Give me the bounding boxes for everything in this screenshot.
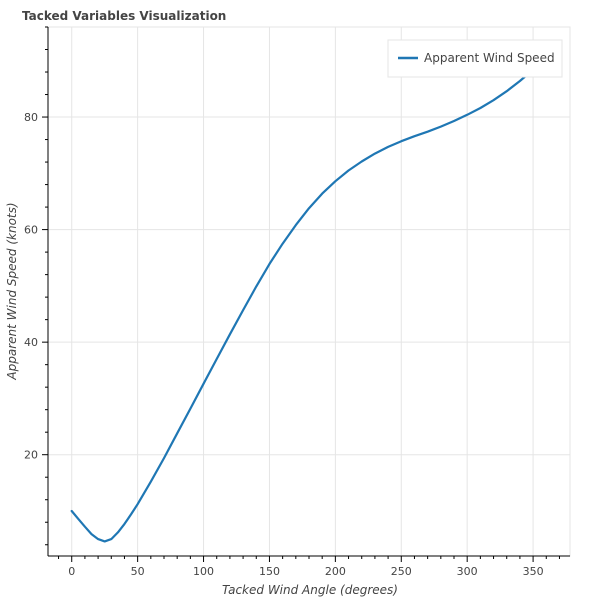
x-tick-label: 100 [193, 565, 214, 578]
axes: 0 50 100 150 200 250 300 350 20 40 60 80 [24, 26, 570, 578]
x-tick-label: 150 [259, 565, 280, 578]
grid [48, 27, 570, 556]
chart-title: Tacked Variables Visualization [22, 9, 226, 23]
x-tick-label: 350 [523, 565, 544, 578]
series-line [70, 74, 528, 543]
y-tick-label: 20 [24, 449, 38, 462]
y-tick-label: 80 [24, 111, 38, 124]
series-layer [70, 74, 528, 543]
legend: Apparent Wind Speed [387, 39, 563, 78]
x-tick-label: 50 [131, 565, 145, 578]
y-tick-label: 60 [24, 224, 38, 237]
y-tick-label: 40 [24, 336, 38, 349]
x-axis-label: Tacked Wind Angle (degrees) [222, 583, 398, 597]
x-tick-label: 250 [391, 565, 412, 578]
legend-label: Apparent Wind Speed [424, 51, 555, 65]
x-tick-label: 200 [325, 565, 346, 578]
x-tick-label: 0 [68, 565, 75, 578]
x-tick-label: 300 [457, 565, 478, 578]
y-axis-label: Apparent Wind Speed (knots) [5, 202, 19, 380]
